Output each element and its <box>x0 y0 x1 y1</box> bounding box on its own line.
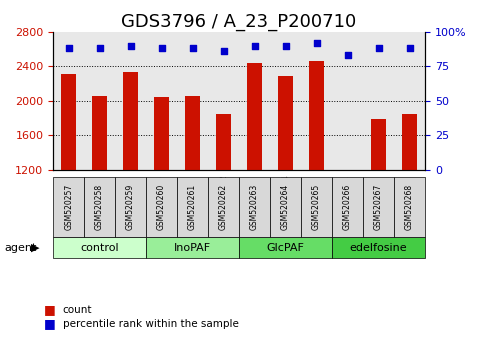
FancyBboxPatch shape <box>332 177 363 237</box>
Point <box>220 48 227 54</box>
FancyBboxPatch shape <box>84 177 115 237</box>
FancyBboxPatch shape <box>53 237 146 258</box>
Text: agent: agent <box>5 243 37 253</box>
FancyBboxPatch shape <box>270 177 301 237</box>
Text: control: control <box>80 243 119 253</box>
FancyBboxPatch shape <box>177 177 208 237</box>
FancyBboxPatch shape <box>239 177 270 237</box>
Text: InoPAF: InoPAF <box>174 243 211 253</box>
Text: GSM520264: GSM520264 <box>281 184 290 230</box>
FancyBboxPatch shape <box>239 237 332 258</box>
Point <box>96 46 103 51</box>
FancyBboxPatch shape <box>363 177 394 237</box>
Text: GSM520267: GSM520267 <box>374 184 383 230</box>
FancyBboxPatch shape <box>394 177 425 237</box>
Bar <box>278 76 293 170</box>
Bar <box>402 114 417 170</box>
Text: GSM520263: GSM520263 <box>250 184 259 230</box>
FancyBboxPatch shape <box>146 237 239 258</box>
Point <box>282 43 289 48</box>
Bar <box>216 114 231 170</box>
Text: GSM520261: GSM520261 <box>188 184 197 230</box>
Point <box>375 46 383 51</box>
FancyBboxPatch shape <box>115 177 146 237</box>
Text: percentile rank within the sample: percentile rank within the sample <box>63 319 239 329</box>
Point <box>313 40 320 46</box>
Text: count: count <box>63 305 92 315</box>
Bar <box>371 119 386 170</box>
Text: GlcPAF: GlcPAF <box>267 243 304 253</box>
FancyBboxPatch shape <box>332 237 425 258</box>
Point <box>189 46 197 51</box>
Text: GSM520258: GSM520258 <box>95 184 104 230</box>
Text: edelfosine: edelfosine <box>350 243 407 253</box>
FancyBboxPatch shape <box>53 177 84 237</box>
Bar <box>340 170 355 174</box>
Text: ■: ■ <box>43 303 55 316</box>
Bar <box>247 63 262 170</box>
Text: GSM520260: GSM520260 <box>157 184 166 230</box>
Bar <box>61 74 76 170</box>
Point <box>406 46 413 51</box>
Text: GSM520259: GSM520259 <box>126 184 135 230</box>
Text: GSM520268: GSM520268 <box>405 184 414 230</box>
Point <box>158 46 166 51</box>
Text: GSM520262: GSM520262 <box>219 184 228 230</box>
Bar <box>92 96 107 170</box>
Bar <box>154 97 170 170</box>
Title: GDS3796 / A_23_P200710: GDS3796 / A_23_P200710 <box>121 13 357 30</box>
Text: GSM520266: GSM520266 <box>343 184 352 230</box>
FancyBboxPatch shape <box>208 177 239 237</box>
Point <box>65 46 72 51</box>
FancyBboxPatch shape <box>301 177 332 237</box>
Point <box>344 52 352 58</box>
Text: ▶: ▶ <box>31 243 40 253</box>
Point <box>251 43 258 48</box>
Point <box>127 43 134 48</box>
Text: GSM520257: GSM520257 <box>64 184 73 230</box>
Bar <box>309 61 324 170</box>
Text: GSM520265: GSM520265 <box>312 184 321 230</box>
Text: ■: ■ <box>43 318 55 330</box>
Bar <box>185 96 200 170</box>
FancyBboxPatch shape <box>146 177 177 237</box>
Bar <box>123 72 138 170</box>
